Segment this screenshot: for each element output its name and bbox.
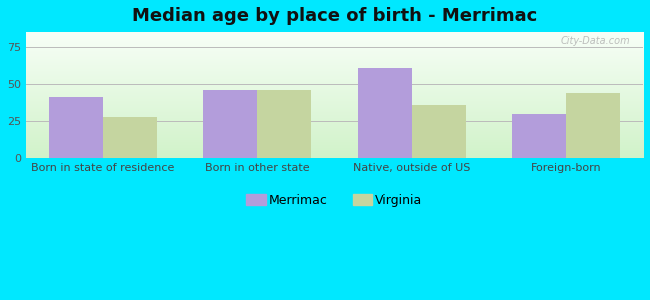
Legend: Merrimac, Virginia: Merrimac, Virginia [240,187,429,213]
Bar [358,68,411,158]
Text: City-Data.com: City-Data.com [561,36,630,46]
Bar [512,114,566,158]
Title: Median age by place of birth - Merrimac: Median age by place of birth - Merrimac [132,7,537,25]
Bar [103,117,157,158]
Bar [566,93,620,158]
Bar [203,90,257,158]
Bar [49,98,103,158]
Bar [411,105,465,158]
Bar [257,90,311,158]
